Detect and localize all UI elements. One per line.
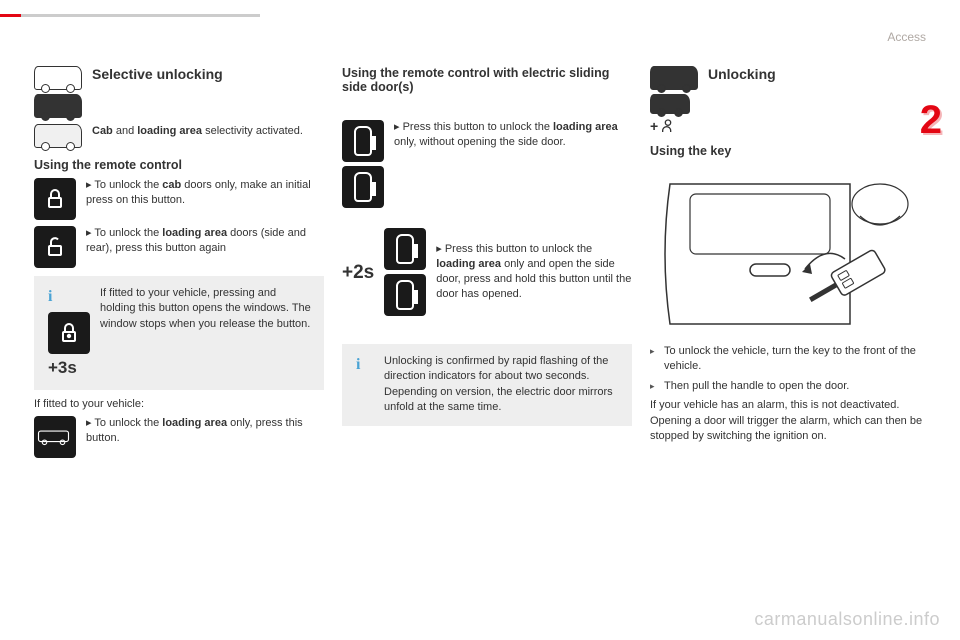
vehicle-icon-van-outline: [34, 124, 82, 148]
side-door-open-icon: [384, 228, 426, 270]
info-unlock-confirm-text: Unlocking is confirmed by rapid flashing…: [384, 354, 622, 416]
title-remote-electric: Using the remote control with electric s…: [342, 66, 632, 94]
info-icon: i: [356, 354, 374, 372]
hold-3s-label: +3s: [48, 356, 90, 380]
header-section-label: Access: [887, 30, 926, 44]
fitted-label: If fitted to your vehicle:: [34, 398, 324, 410]
unlock-key-steps: To unlock the vehicle, turn the key to t…: [650, 344, 940, 394]
unlock-padlock-icon-small: [48, 312, 90, 354]
column-unlocking: + Unlocking Using the key To unlock the …: [650, 66, 940, 444]
subtitle-using-remote: Using the remote control: [34, 158, 324, 172]
info-windows-text: If fitted to your vehicle, pressing and …: [100, 286, 314, 332]
vehicle-button-icon: [34, 416, 76, 458]
bullet-press-hold-open: ▸ Press this button to unlock the loadin…: [436, 242, 632, 301]
info-box-windows: i +3s If fitted to your vehicle, pressin…: [34, 276, 324, 390]
column-remote-electric-door: Using the remote control with electric s…: [342, 66, 632, 434]
vehicle-icon-van-light: [34, 66, 82, 90]
vehicle-icon-van-dark: [34, 94, 82, 118]
watermark: carmanualsonline.info: [754, 609, 940, 630]
side-door-open-icon-2: [384, 274, 426, 316]
bullet-unlock-loading-area: ▸ To unlock the loading area doors (side…: [86, 226, 324, 256]
selectivity-text: Cab and loading area selectivity activat…: [92, 124, 324, 139]
subtitle-using-key: Using the key: [650, 144, 940, 158]
step-turn-key: To unlock the vehicle, turn the key to t…: [650, 344, 940, 375]
info-icon: i: [48, 286, 66, 304]
vehicle-icon-van-dark: [650, 66, 698, 90]
vehicle-icon-van-dark-small: [650, 94, 690, 114]
side-door-closed-icon: [342, 120, 384, 162]
top-accent-bar: [0, 14, 260, 17]
title-selective-unlocking: Selective unlocking: [92, 66, 223, 82]
key-door-illustration: [650, 164, 930, 344]
plus-person-icon: +: [650, 118, 698, 134]
side-door-closed-icon-2: [342, 166, 384, 208]
unlock-padlock-closed-icon: [34, 178, 76, 220]
bullet-press-unlock-no-open: ▸ Press this button to unlock the loadin…: [394, 120, 632, 150]
bullet-unlock-loading-only: ▸ To unlock the loading area only, press…: [86, 416, 324, 446]
hold-2s-label: +2s: [342, 262, 374, 284]
title-unlocking: Unlocking: [708, 66, 776, 82]
unlock-padlock-open-icon: [34, 226, 76, 268]
step-pull-handle: Then pull the handle to open the door.: [650, 379, 940, 394]
bullet-unlock-cab: ▸ To unlock the cab doors only, make an …: [86, 178, 324, 208]
column-selective-unlocking: Selective unlocking Cab and loading area…: [34, 66, 324, 464]
info-box-unlock-confirm: i Unlocking is confirmed by rapid flashi…: [342, 344, 632, 426]
alarm-note: If your vehicle has an alarm, this is no…: [650, 398, 940, 444]
